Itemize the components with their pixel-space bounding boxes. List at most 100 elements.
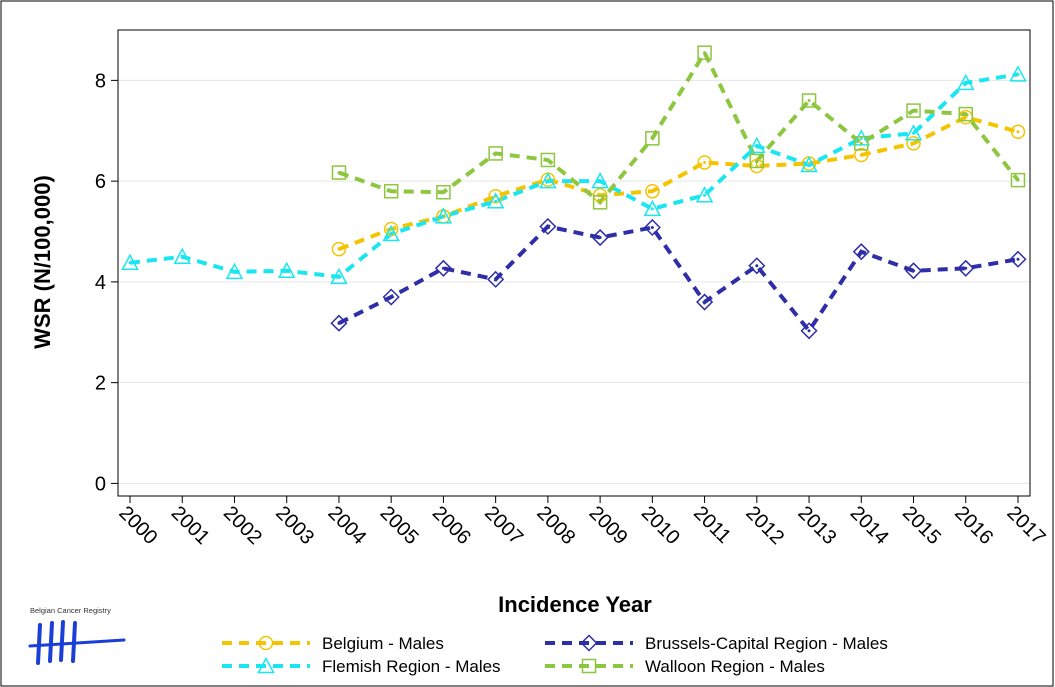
marker-dot — [964, 266, 968, 270]
marker-dot — [389, 295, 393, 299]
legend-label: Flemish Region - Males — [322, 657, 501, 676]
marker-dot — [703, 300, 707, 304]
marker-dot — [807, 99, 811, 103]
marker-dot — [650, 225, 654, 229]
marker — [121, 253, 139, 270]
marker-dot — [441, 214, 445, 218]
marker-dot — [755, 264, 759, 268]
y-tick-label: 2 — [95, 373, 106, 395]
marker-dot — [650, 189, 654, 193]
logo-stroke — [48, 621, 54, 663]
marker — [539, 217, 557, 236]
marker — [749, 153, 765, 169]
marker-dot — [598, 236, 602, 240]
marker — [383, 183, 399, 199]
marker-dot — [964, 112, 968, 116]
marker-dot — [912, 109, 916, 113]
marker — [591, 228, 609, 247]
y-tick-label: 8 — [95, 70, 106, 92]
marker — [748, 257, 766, 275]
marker — [487, 270, 505, 288]
marker-dot — [859, 250, 863, 254]
logo-stroke — [59, 620, 65, 662]
marker — [488, 146, 503, 161]
y-tick-label: 0 — [95, 473, 106, 495]
marker — [436, 184, 451, 200]
marker-dot — [912, 269, 916, 273]
series-line — [338, 48, 1020, 206]
marker — [225, 262, 244, 280]
marker — [956, 73, 975, 91]
marker-dot — [232, 270, 236, 274]
marker — [382, 288, 400, 306]
marker-dot — [807, 329, 811, 333]
marker-dot — [494, 151, 498, 155]
marker-dot — [964, 115, 968, 119]
marker-dot — [650, 207, 654, 211]
marker — [957, 259, 975, 277]
marker — [592, 195, 608, 210]
marker — [486, 192, 505, 209]
marker — [540, 152, 556, 168]
marker-dot — [128, 261, 132, 265]
marker — [591, 172, 609, 189]
y-axis-title: WSR (N/100,000) — [30, 175, 55, 349]
marker-dot — [337, 171, 341, 175]
marker-dot — [494, 277, 498, 281]
marker-dot — [337, 275, 341, 279]
marker — [904, 262, 923, 280]
marker — [330, 314, 348, 332]
marker — [330, 267, 348, 285]
marker — [1010, 172, 1026, 188]
marker — [539, 172, 557, 189]
marker — [382, 224, 400, 242]
marker-dot — [180, 255, 184, 259]
marker-dot — [755, 159, 759, 163]
marker — [1009, 250, 1027, 268]
marker — [645, 131, 660, 146]
marker — [695, 186, 714, 203]
marker-dot — [964, 81, 968, 85]
marker-dot — [807, 163, 811, 167]
plot-frame — [117, 29, 1031, 497]
marker-dot — [285, 269, 289, 273]
legend-label: Walloon Region - Males — [645, 657, 825, 676]
marker — [1009, 65, 1027, 82]
x-axis-title: Incidence Year — [498, 592, 652, 617]
marker — [696, 293, 714, 311]
marker — [906, 103, 921, 118]
marker-dot — [703, 51, 707, 55]
legend-item: Belgium - Males — [222, 634, 444, 653]
marker-dot — [337, 247, 341, 251]
marker — [434, 207, 453, 224]
marker — [257, 656, 275, 674]
marker-dot — [546, 158, 550, 162]
y-tick-label: 4 — [95, 272, 106, 294]
logo-stroke — [28, 638, 126, 648]
marker — [581, 658, 597, 674]
marker-dot — [389, 189, 393, 193]
marker — [277, 261, 296, 279]
marker — [643, 199, 662, 217]
marker — [854, 147, 869, 163]
marker-dot — [859, 141, 863, 145]
marker — [434, 259, 452, 277]
legend-label: Brussels-Capital Region - Males — [645, 634, 888, 653]
legend-item: Flemish Region - Males — [222, 656, 501, 676]
legend-item: Walloon Region - Males — [545, 657, 825, 676]
marker-dot — [1016, 130, 1020, 134]
marker-dot — [546, 224, 550, 228]
marker-dot — [389, 232, 393, 236]
marker — [697, 45, 712, 60]
marker-dot — [703, 193, 707, 197]
marker-dot — [337, 321, 341, 325]
marker — [331, 165, 347, 180]
marker — [906, 136, 921, 151]
legend-item: Brussels-Capital Region - Males — [545, 634, 888, 653]
marker — [697, 155, 712, 170]
marker — [800, 155, 818, 173]
marker-dot — [441, 266, 445, 270]
marker-dot — [859, 153, 863, 157]
marker-dot — [755, 144, 759, 148]
